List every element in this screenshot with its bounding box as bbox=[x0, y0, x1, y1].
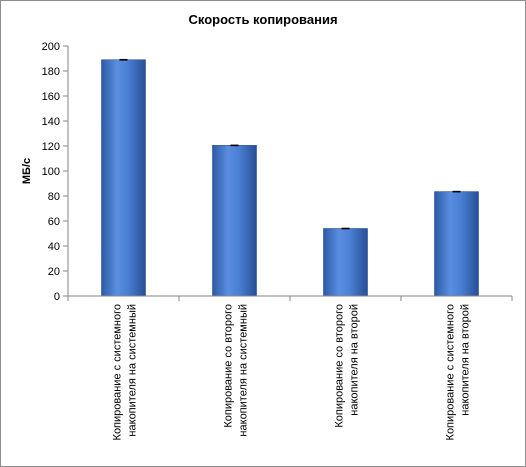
y-tick-label: 100 bbox=[42, 166, 60, 178]
x-axis: Копирование с системного накопителя на си… bbox=[67, 295, 513, 440]
y-tick-label: 180 bbox=[42, 66, 60, 78]
x-category-label-line: накопителя на системный bbox=[238, 304, 250, 437]
y-tick-label: 160 bbox=[42, 91, 60, 103]
y-tick-label: 200 bbox=[42, 41, 60, 53]
x-category-label-line: Копирование со второго bbox=[334, 304, 346, 428]
y-axis-label: МБ/с bbox=[21, 158, 33, 184]
x-category-label: Копирование со второго накопителя на втор… bbox=[334, 304, 361, 428]
bars bbox=[101, 58, 479, 297]
x-category-label: Копирование со второго накопителя на сист… bbox=[223, 304, 250, 437]
x-category-label-line: накопителя на второй bbox=[349, 304, 361, 416]
y-tick-label: 0 bbox=[54, 291, 60, 303]
bar bbox=[434, 191, 479, 297]
y-tick-label: 20 bbox=[48, 266, 60, 278]
y-tick-label: 120 bbox=[42, 141, 60, 153]
y-tick-label: 40 bbox=[48, 241, 60, 253]
y-tick-label: 60 bbox=[48, 216, 60, 228]
x-category-label-line: Копирование с системного bbox=[112, 304, 124, 440]
x-category-label: Копирование с системного накопителя на си… bbox=[112, 304, 139, 440]
y-tick-label: 80 bbox=[48, 191, 60, 203]
x-category-label-line: накопителя на второй bbox=[460, 304, 472, 416]
chart-title: Скорость копирования bbox=[188, 12, 337, 27]
x-category-label: Копирование с системного накопителя на вт… bbox=[445, 304, 472, 440]
x-category-label-line: накопителя на системный bbox=[127, 304, 139, 437]
bar bbox=[101, 59, 146, 297]
x-category-label-line: Копирование с системного bbox=[445, 304, 457, 440]
bar bbox=[212, 145, 257, 297]
y-axis: 0 20 40 60 80 100 120 140 160 180 200 bbox=[42, 41, 69, 303]
x-category-label-line: Копирование со второго bbox=[223, 304, 235, 428]
bar bbox=[323, 228, 368, 297]
y-tick-label: 140 bbox=[42, 116, 60, 128]
